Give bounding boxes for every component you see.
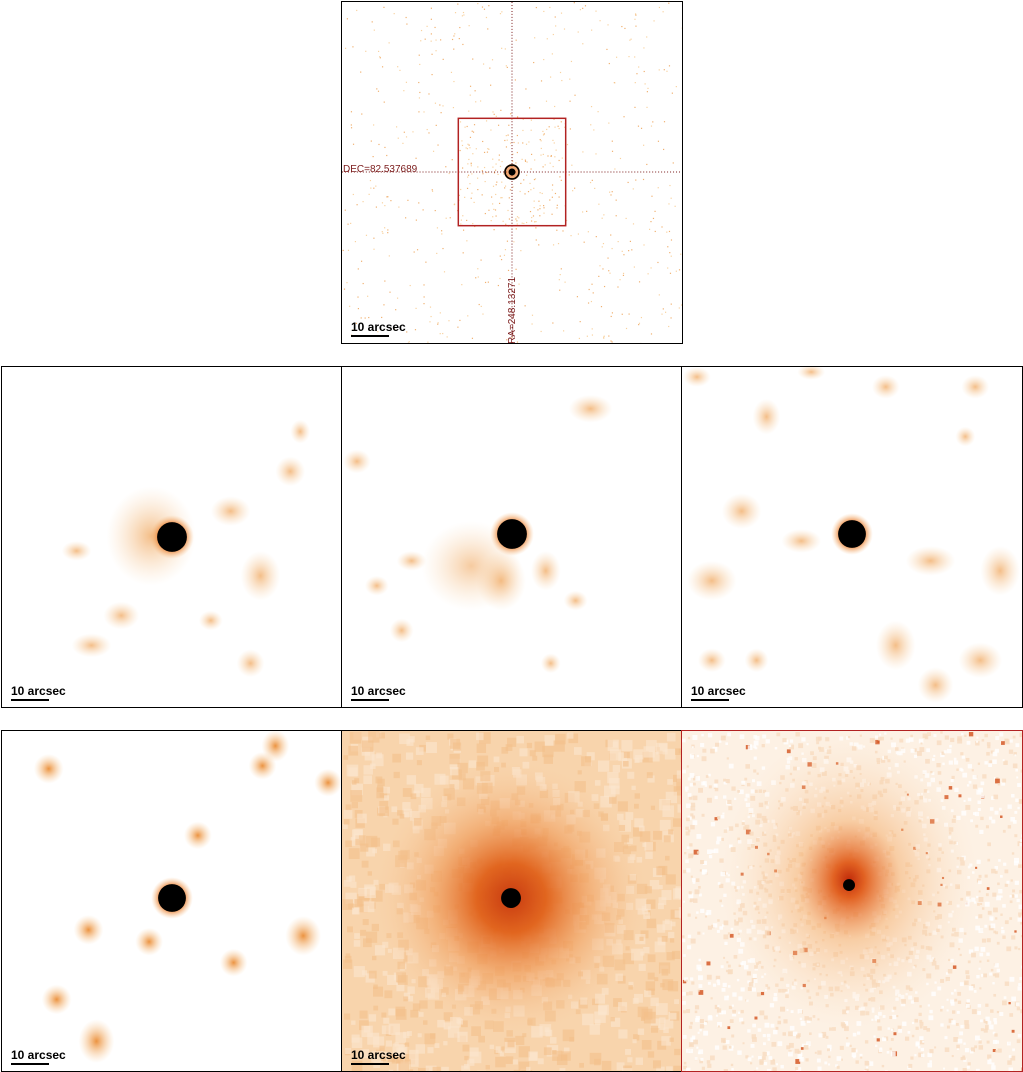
scale-line — [351, 1063, 389, 1065]
source-core — [508, 168, 516, 176]
panel-middle-center: 10 arcsec — [341, 366, 683, 708]
source-core — [501, 888, 521, 908]
scale-bar: 10 arcsec — [351, 685, 406, 701]
scale-line — [11, 699, 49, 701]
dec-label: DEC=82.537689 — [343, 164, 418, 175]
panel-bottom-center: 10 arcsec — [341, 730, 683, 1072]
scale-bar: 10 arcsec — [351, 321, 406, 337]
overview-panel: DEC=82.537689 RA=248.13271 10 arcsec — [341, 1, 683, 344]
panel-bottom-left: 10 arcsec — [1, 730, 343, 1072]
ra-label: RA=248.13271 — [507, 276, 518, 344]
scale-label: 10 arcsec — [351, 684, 406, 698]
diffuse-image — [342, 731, 682, 1071]
scale-bar: 10 arcsec — [11, 1049, 66, 1065]
scale-bar: 10 arcsec — [11, 685, 66, 701]
panel-bottom-right — [681, 730, 1023, 1072]
source-marker — [504, 164, 520, 180]
source-core — [158, 884, 186, 912]
source-core — [843, 879, 855, 892]
smoothed-image — [61, 419, 311, 678]
panel-middle-left: 10 arcsec — [1, 366, 343, 708]
scale-bar: 10 arcsec — [351, 1049, 406, 1065]
zoom-region-box — [457, 117, 567, 227]
source-core — [838, 520, 866, 548]
smoothed-image — [342, 394, 613, 674]
scale-line — [351, 699, 389, 701]
scale-label: 10 arcsec — [11, 1048, 66, 1062]
overview-image — [342, 2, 682, 343]
scale-label: 10 arcsec — [351, 1048, 406, 1062]
scale-line — [351, 335, 389, 337]
scale-line — [11, 1063, 49, 1065]
scale-bar: 10 arcsec — [691, 685, 746, 701]
scale-label: 10 arcsec — [351, 320, 406, 334]
scale-label: 10 arcsec — [691, 684, 746, 698]
source-core — [157, 522, 187, 552]
source-core — [497, 519, 527, 549]
deep-image — [682, 731, 1022, 1071]
scale-label: 10 arcsec — [11, 684, 66, 698]
smoothed-image — [682, 367, 1021, 704]
scale-line — [691, 699, 729, 701]
panel-middle-right: 10 arcsec — [681, 366, 1023, 708]
smoothed-image — [33, 731, 342, 1064]
